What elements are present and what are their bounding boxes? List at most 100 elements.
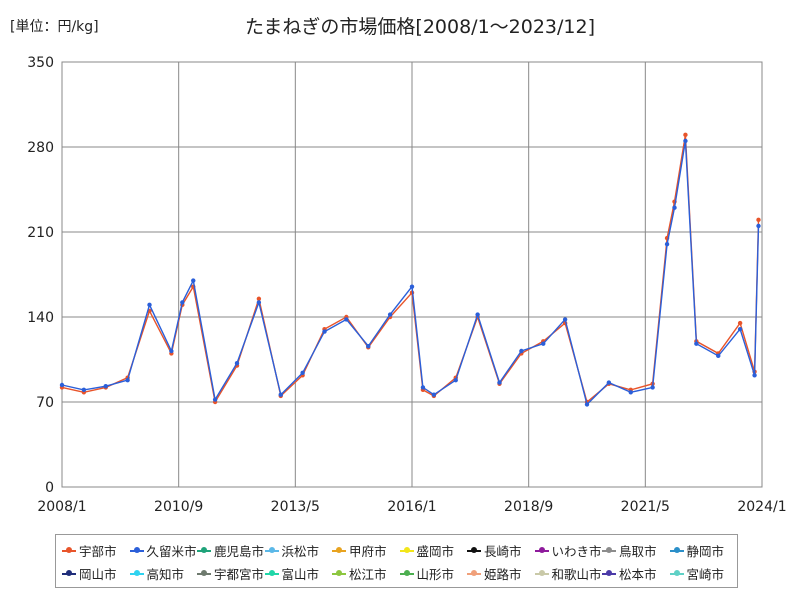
legend-swatch bbox=[62, 546, 76, 553]
legend-item: 松江市 bbox=[332, 564, 400, 583]
series-point bbox=[180, 300, 185, 305]
legend-item: 松本市 bbox=[602, 564, 670, 583]
x-tick-label: 2018/9 bbox=[504, 499, 553, 515]
series-point bbox=[650, 385, 655, 390]
y-tick-label: 140 bbox=[27, 310, 54, 326]
series-line bbox=[61, 140, 760, 406]
series-point bbox=[300, 370, 305, 376]
legend-swatch bbox=[264, 546, 279, 553]
series-point bbox=[256, 300, 262, 305]
legend-swatch bbox=[602, 569, 616, 576]
series-point bbox=[497, 380, 502, 385]
legend-item: 宮崎市 bbox=[669, 564, 738, 583]
series-point bbox=[125, 377, 130, 383]
legend-swatch bbox=[669, 546, 684, 553]
series-point bbox=[344, 317, 349, 322]
legend-item: 宇部市 bbox=[62, 541, 130, 560]
series-point bbox=[562, 317, 568, 322]
chart-title: たまねぎの市場価格[2008/1～2023/12] bbox=[244, 16, 596, 38]
series-point bbox=[737, 326, 743, 332]
legend-swatch bbox=[129, 546, 144, 553]
series-point bbox=[519, 348, 524, 354]
x-tick-label: 2008/1 bbox=[37, 499, 86, 515]
legend-row-1: 宇部市 久留米市 鹿児島市 浜松市 甲府市 盛岡市 長崎市 いわき市 鳥取市 静… bbox=[62, 539, 737, 562]
legend-item: 盛岡市 bbox=[399, 541, 468, 560]
series-point bbox=[694, 341, 699, 346]
y-tick-label: 70 bbox=[36, 395, 54, 411]
x-tick-label: 2024/1 bbox=[737, 499, 786, 515]
legend-swatch bbox=[332, 546, 346, 553]
series-point bbox=[169, 348, 174, 354]
unit-label: [単位：円/kg] bbox=[10, 19, 99, 35]
series-point bbox=[147, 302, 152, 308]
series-point bbox=[606, 380, 612, 385]
legend: 宇部市 久留米市 鹿児島市 浜松市 甲府市 盛岡市 長崎市 いわき市 鳥取市 静… bbox=[55, 534, 738, 588]
legend-swatch bbox=[534, 569, 549, 576]
legend-item: 久留米市 bbox=[129, 541, 198, 560]
series-point bbox=[672, 205, 677, 210]
legend-swatch bbox=[197, 546, 211, 553]
legend-swatch bbox=[467, 569, 481, 576]
series-point bbox=[420, 385, 426, 390]
legend-swatch bbox=[467, 546, 481, 553]
legend-swatch bbox=[264, 569, 279, 576]
legend-swatch bbox=[602, 546, 616, 553]
legend-swatch bbox=[332, 569, 346, 576]
x-tick-label: 2010/9 bbox=[154, 499, 203, 515]
legend-row-2: 岡山市 高知市 宇都宮市 富山市 松江市 山形市 姫路市 和歌山市 松本市 宮崎… bbox=[62, 562, 737, 585]
legend-swatch bbox=[534, 546, 549, 553]
series-point bbox=[234, 360, 240, 366]
legend-item: 和歌山市 bbox=[534, 564, 603, 583]
series-point bbox=[322, 329, 327, 334]
series-point bbox=[664, 241, 670, 247]
legend-item: 静岡市 bbox=[669, 541, 738, 560]
x-tick-label: 2013/5 bbox=[271, 499, 320, 515]
legend-item: 岡山市 bbox=[62, 564, 130, 583]
series-point bbox=[683, 138, 688, 144]
legend-item: 富山市 bbox=[264, 564, 333, 583]
series-point bbox=[103, 384, 108, 389]
legend-item: 山形市 bbox=[399, 564, 468, 583]
legend-item: 宇都宮市 bbox=[197, 564, 265, 583]
series-point bbox=[409, 284, 415, 289]
x-tick-label: 2016/1 bbox=[387, 499, 436, 515]
series-point bbox=[191, 278, 196, 283]
legend-item: いわき市 bbox=[534, 541, 603, 560]
legend-item: 鳥取市 bbox=[602, 541, 670, 560]
legend-swatch bbox=[669, 569, 684, 576]
series-point bbox=[756, 223, 761, 229]
legend-item: 浜松市 bbox=[264, 541, 333, 560]
legend-swatch bbox=[399, 546, 414, 553]
series-point bbox=[737, 320, 743, 326]
y-tick-label: 0 bbox=[45, 480, 54, 496]
x-tick-label: 2021/5 bbox=[621, 499, 670, 515]
y-tick-label: 210 bbox=[27, 225, 54, 241]
series-point bbox=[584, 402, 590, 407]
legend-swatch bbox=[129, 569, 144, 576]
legend-swatch bbox=[62, 569, 76, 576]
series-point bbox=[431, 392, 437, 397]
series-point bbox=[716, 353, 721, 359]
legend-item: 高知市 bbox=[129, 564, 198, 583]
series-point bbox=[628, 390, 633, 395]
legend-swatch bbox=[399, 569, 414, 576]
legend-swatch bbox=[197, 569, 211, 576]
series-point bbox=[541, 341, 546, 346]
y-tick-label: 350 bbox=[27, 55, 54, 71]
series-point bbox=[475, 312, 480, 317]
series-point bbox=[59, 382, 65, 388]
series-point bbox=[278, 392, 283, 397]
series-point bbox=[756, 217, 761, 223]
series-point bbox=[387, 312, 393, 317]
series-point bbox=[683, 132, 688, 138]
series-point bbox=[256, 296, 262, 301]
legend-item: 鹿児島市 bbox=[197, 541, 265, 560]
y-tick-label: 280 bbox=[27, 140, 54, 156]
series-point bbox=[752, 373, 757, 378]
legend-item: 長崎市 bbox=[467, 541, 535, 560]
legend-item: 甲府市 bbox=[332, 541, 400, 560]
legend-item: 姫路市 bbox=[467, 564, 535, 583]
series-point bbox=[81, 387, 87, 393]
series-point bbox=[212, 397, 218, 402]
